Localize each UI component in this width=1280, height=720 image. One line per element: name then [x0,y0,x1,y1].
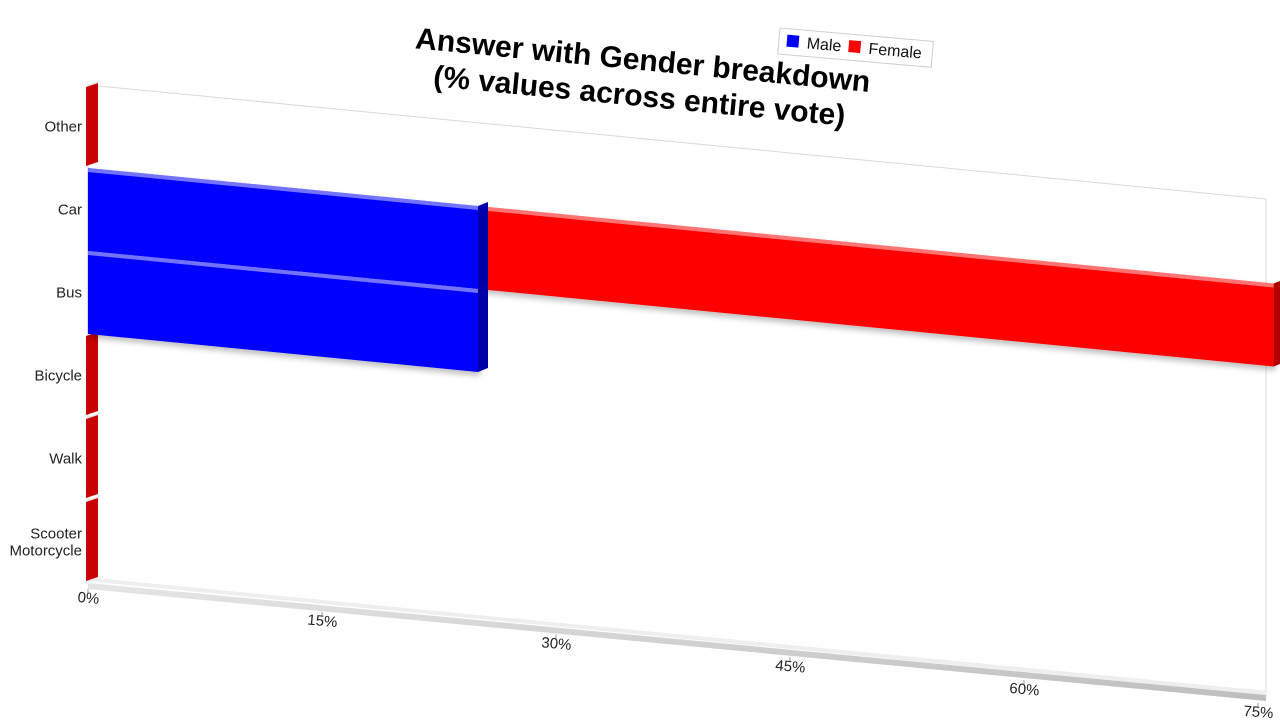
y-tick-label: Other [44,119,82,136]
legend-item-male[interactable]: Male [786,34,842,56]
plot-frame [86,84,1268,701]
y-tick-label: Car [58,202,82,219]
legend[interactable]: Male Female [777,27,934,68]
x-tick-label: 30% [541,634,572,654]
plot-floor [88,583,1266,701]
y-tick-label: Bicycle [34,368,82,385]
y-tick-label: Scooter Motorcycle [9,526,82,560]
plot-floor-top [86,578,1268,695]
legend-swatch [848,40,862,54]
bar-male-2[interactable] [87,251,488,372]
x-tick-label: 15% [307,612,338,632]
legend-swatch [786,34,800,48]
legend-label: Female [868,41,923,63]
bar-male-1[interactable] [87,168,488,289]
legend-item-female[interactable]: Female [848,39,923,62]
x-tick-label: 75% [1243,703,1274,720]
bars [86,81,1280,581]
plot-top-border [87,84,1267,200]
x-axis-labels: 0% 15% 30% 45% 60% 75% [77,589,1274,720]
y-tick-label: Bus [56,285,82,302]
x-tick-label: 45% [775,657,806,677]
x-tick-label: 60% [1009,680,1040,700]
x-tick-label: 0% [77,589,100,608]
y-axis-labels: Other Car Bus Bicycle Walk Scooter Motorcycle [9,119,82,560]
bar-zero-5[interactable] [86,496,100,581]
bar-female-1[interactable] [477,206,1280,367]
bar-zero-3[interactable] [86,330,100,415]
y-tick-label: Walk [49,451,82,468]
legend-label: Male [806,35,842,55]
bar-zero-4[interactable] [86,413,100,498]
bar-zero-0[interactable] [86,81,100,166]
